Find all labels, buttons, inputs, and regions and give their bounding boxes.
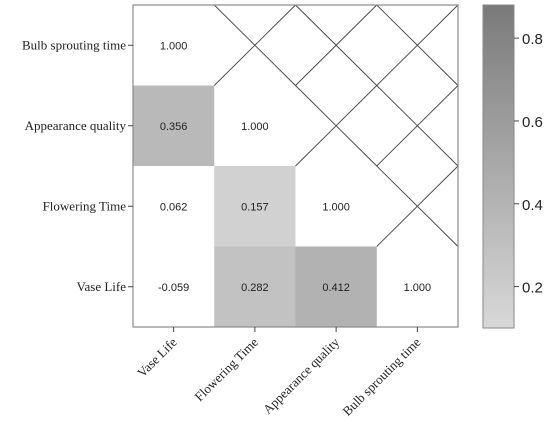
- y-tick-label: Appearance quality: [25, 118, 127, 133]
- cell-value-label: -0.059: [158, 282, 189, 294]
- cell-value-label: 0.356: [160, 121, 188, 133]
- x-tick-label: Vase Life: [134, 334, 180, 380]
- cell-value-label: 1.000: [241, 121, 269, 133]
- colorbar-tick-label: 0.6: [522, 114, 543, 131]
- cell-value-label: 0.412: [322, 282, 350, 294]
- colorbar-tick-label: 0.2: [522, 280, 543, 297]
- y-tick-label: Flowering Time: [43, 198, 127, 213]
- cell-value-label: 0.157: [241, 201, 269, 213]
- colorbar-tick-label: 0.4: [522, 197, 543, 214]
- y-tick-label: Bulb sprouting time: [22, 37, 126, 52]
- cell-value-label: 0.282: [241, 282, 269, 294]
- x-tick-label: Flowering Time: [191, 334, 261, 404]
- cell-value-label: 1.000: [160, 40, 188, 52]
- colorbar: [483, 5, 514, 328]
- cell-value-label: 1.000: [404, 282, 432, 294]
- cell-value-label: 0.062: [160, 201, 188, 213]
- x-tick-label: Bulb sprouting time: [339, 334, 423, 418]
- x-tick-label: Appearance quality: [260, 334, 343, 417]
- cell-value-label: 1.000: [322, 201, 350, 213]
- y-tick-label: Vase Life: [77, 279, 127, 294]
- colorbar-tick-label: 0.8: [522, 31, 543, 48]
